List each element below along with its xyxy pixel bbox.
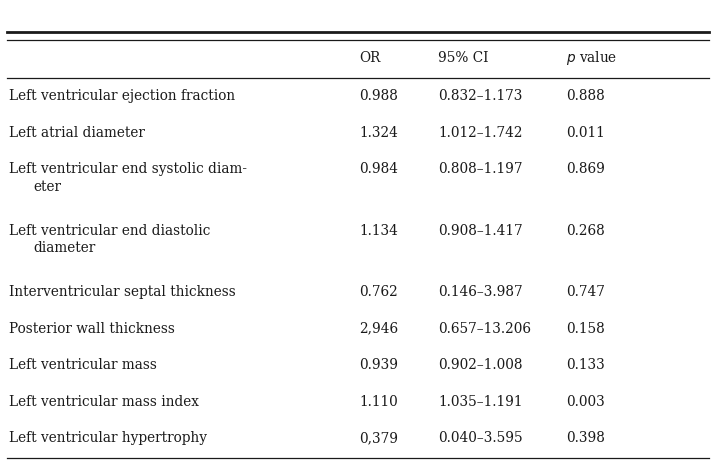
Text: OR: OR bbox=[359, 51, 381, 65]
Text: 0.657–13.206: 0.657–13.206 bbox=[438, 322, 531, 336]
Text: 0.268: 0.268 bbox=[566, 224, 604, 238]
Text: 1.035–1.191: 1.035–1.191 bbox=[438, 395, 523, 409]
Text: 1.324: 1.324 bbox=[359, 126, 398, 140]
Text: 0.832–1.173: 0.832–1.173 bbox=[438, 89, 523, 103]
Text: Left ventricular mass index: Left ventricular mass index bbox=[9, 395, 198, 409]
Text: 0.984: 0.984 bbox=[359, 163, 398, 176]
Text: Left ventricular ejection fraction: Left ventricular ejection fraction bbox=[9, 89, 235, 103]
Text: Left ventricular hypertrophy: Left ventricular hypertrophy bbox=[9, 431, 207, 445]
Text: $\it{p}$ value: $\it{p}$ value bbox=[566, 49, 617, 67]
Text: 0.040–3.595: 0.040–3.595 bbox=[438, 431, 523, 445]
Text: 0,379: 0,379 bbox=[359, 431, 398, 445]
Text: 1.110: 1.110 bbox=[359, 395, 398, 409]
Text: Posterior wall thickness: Posterior wall thickness bbox=[9, 322, 175, 336]
Text: 0.003: 0.003 bbox=[566, 395, 604, 409]
Text: Left ventricular end systolic diam-: Left ventricular end systolic diam- bbox=[9, 163, 246, 176]
Text: 0.808–1.197: 0.808–1.197 bbox=[438, 163, 523, 176]
Text: 0.762: 0.762 bbox=[359, 285, 398, 299]
Text: Left ventricular mass: Left ventricular mass bbox=[9, 358, 157, 372]
Text: diameter: diameter bbox=[34, 242, 96, 256]
Text: 0.146–3.987: 0.146–3.987 bbox=[438, 285, 523, 299]
Text: 0.158: 0.158 bbox=[566, 322, 604, 336]
Text: 0.888: 0.888 bbox=[566, 89, 604, 103]
Text: 0.133: 0.133 bbox=[566, 358, 604, 372]
Text: 2,946: 2,946 bbox=[359, 322, 399, 336]
Text: Interventricular septal thickness: Interventricular septal thickness bbox=[9, 285, 236, 299]
Text: 0.398: 0.398 bbox=[566, 431, 604, 445]
Text: Left ventricular end diastolic: Left ventricular end diastolic bbox=[9, 224, 210, 238]
Text: 0.988: 0.988 bbox=[359, 89, 398, 103]
Text: 1.134: 1.134 bbox=[359, 224, 398, 238]
Text: 0.011: 0.011 bbox=[566, 126, 604, 140]
Text: Left atrial diameter: Left atrial diameter bbox=[9, 126, 145, 140]
Text: 1.012–1.742: 1.012–1.742 bbox=[438, 126, 523, 140]
Text: eter: eter bbox=[34, 180, 62, 194]
Text: 0.869: 0.869 bbox=[566, 163, 604, 176]
Text: 95% CI: 95% CI bbox=[438, 51, 489, 65]
Text: 0.939: 0.939 bbox=[359, 358, 398, 372]
Text: 0.747: 0.747 bbox=[566, 285, 604, 299]
Text: 0.902–1.008: 0.902–1.008 bbox=[438, 358, 523, 372]
Text: 0.908–1.417: 0.908–1.417 bbox=[438, 224, 523, 238]
